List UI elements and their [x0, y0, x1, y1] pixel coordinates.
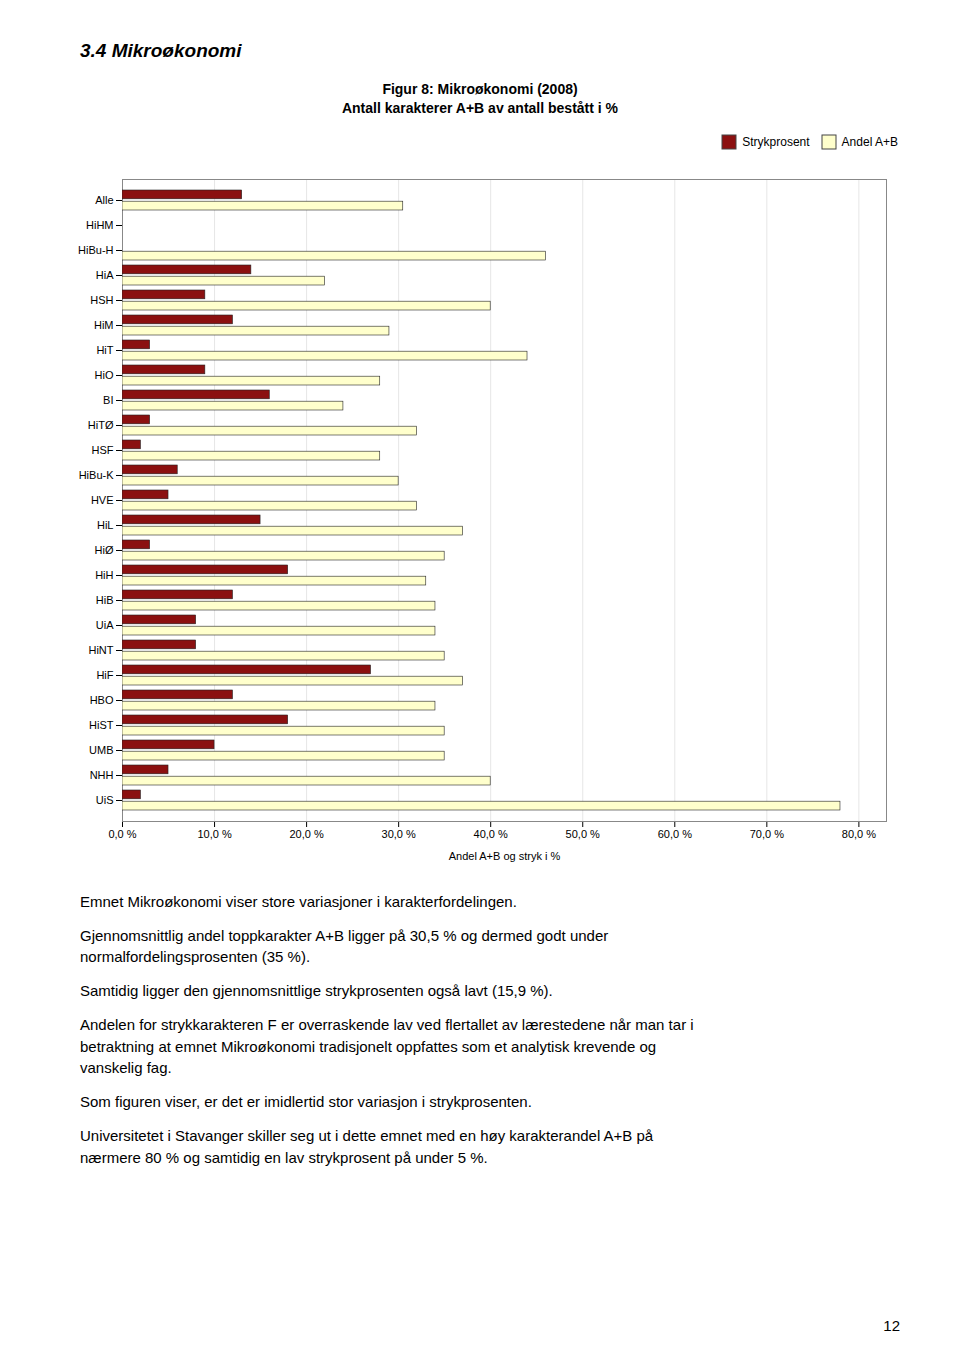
- svg-text:50,0 %: 50,0 %: [566, 828, 600, 840]
- svg-text:HiB: HiB: [96, 594, 114, 606]
- svg-text:BI: BI: [103, 394, 113, 406]
- svg-text:HiBu-H: HiBu-H: [78, 244, 114, 256]
- svg-text:HVE: HVE: [91, 494, 114, 506]
- html-text:normalfordelingsprosenten (35: normalfordelingsprosenten (35 %).: [80, 948, 311, 966]
- svg-text:HiO: HiO: [95, 369, 114, 381]
- svg-text:HSH: HSH: [90, 294, 113, 306]
- svg-text:HiF: HiF: [96, 669, 113, 681]
- html-text:Strykprosent: Strykprosent: [742, 135, 810, 150]
- html-text:Som figuren viser, er det er i: Som figuren viser, er det er imidlertid …: [80, 1093, 532, 1110]
- svg-text:20,0 %: 20,0 %: [289, 828, 323, 840]
- svg-text:0,0 %: 0,0 %: [108, 828, 136, 840]
- html-text:12: 12: [883, 1317, 900, 1334]
- html-text:Antall karakterer A+B av antal: Antall karakterer A+B av antall bestått …: [342, 99, 618, 116]
- html-text:Andel A+B: Andel A+B: [841, 135, 898, 150]
- svg-text:Andel A+B og stryk i %: Andel A+B og stryk i %: [449, 849, 561, 861]
- html-text:Universitetet i Stavanger skil: Universitetet i Stavanger skiller seg ut…: [80, 1126, 654, 1144]
- svg-text:HiM: HiM: [94, 319, 114, 331]
- svg-text:UiA: UiA: [96, 619, 114, 631]
- svg-text:HiHM: HiHM: [86, 219, 114, 231]
- svg-text:HiNT: HiNT: [88, 644, 113, 656]
- svg-text:NHH: NHH: [90, 769, 114, 781]
- svg-text:HiST: HiST: [89, 719, 114, 731]
- svg-text:10,0 %: 10,0 %: [197, 828, 231, 840]
- html-text:vanskelig fag.: vanskelig fag.: [80, 1059, 172, 1077]
- html-text:Emnet Mikroøkonomi viser store: Emnet Mikroøkonomi viser store variasjon…: [80, 892, 517, 910]
- svg-text:60,0 %: 60,0 %: [658, 828, 692, 840]
- svg-text:HiTØ: HiTØ: [88, 419, 114, 431]
- svg-text:HiT: HiT: [96, 344, 113, 356]
- html-text:nærmere 80 % og samtidig en la: nærmere 80 % og samtidig en lav strykpro…: [80, 1148, 488, 1166]
- svg-text:UMB: UMB: [89, 744, 113, 756]
- svg-text:UiS: UiS: [96, 794, 114, 806]
- html-text:3.4 Mikroøkonomi: 3.4 Mikroøkonomi: [80, 40, 242, 61]
- html-text:Samtidig ligger den gjennomsni: Samtidig ligger den gjennomsnittlige str…: [80, 982, 553, 999]
- html-text:Gjennomsnittlig andel toppkara: Gjennomsnittlig andel toppkarakter A+B l…: [80, 926, 609, 944]
- svg-text:Alle: Alle: [95, 194, 113, 206]
- svg-text:HiA: HiA: [96, 269, 114, 281]
- svg-text:HiH: HiH: [95, 569, 113, 581]
- html-text:Andelen for strykkarakteren F: Andelen for strykkarakteren F er overras…: [80, 1015, 694, 1033]
- svg-text:HSF: HSF: [92, 444, 114, 456]
- svg-text:80,0 %: 80,0 %: [842, 828, 876, 840]
- svg-text:70,0 %: 70,0 %: [750, 828, 784, 840]
- svg-text:HiØ: HiØ: [95, 544, 114, 556]
- svg-text:HiL: HiL: [97, 519, 114, 531]
- svg-text:30,0 %: 30,0 %: [382, 828, 416, 840]
- html-text:betraktning at emnet Mikroøkon: betraktning at emnet Mikroøkonomi tradis…: [80, 1037, 657, 1055]
- svg-text:40,0 %: 40,0 %: [474, 828, 508, 840]
- html-text:Figur 8: Mikroøkonomi (2008): Figur 8: Mikroøkonomi (2008): [382, 81, 578, 97]
- svg-text:HiBu-K: HiBu-K: [79, 469, 115, 481]
- svg-text:HBO: HBO: [90, 694, 114, 706]
